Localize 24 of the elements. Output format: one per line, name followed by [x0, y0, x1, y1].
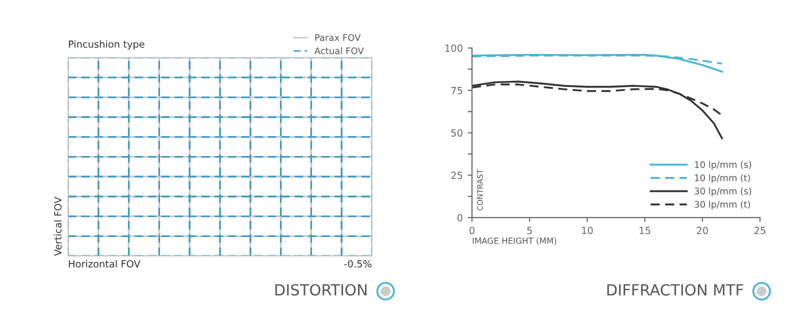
text: Pincushion type: [68, 40, 144, 50]
y-tick-label: 25: [451, 172, 462, 180]
y-tick-label: 75: [451, 87, 462, 94]
text: DIFFRACTION MTF: [607, 284, 744, 296]
x-axis-title: IMAGE HEIGHT (MM): [472, 237, 556, 245]
y-tick-label: 0: [457, 214, 462, 222]
legend-label: Parax FOV: [315, 34, 361, 41]
legend-label: 10 lp/mm (t): [695, 174, 750, 183]
text: -0.5%: [344, 260, 372, 268]
legend-label: Actual FOV: [314, 47, 364, 54]
legend-label: 30 lp/mm (t): [694, 200, 750, 210]
x-tick-label: 25: [754, 226, 766, 234]
x-tick-label: 20: [696, 226, 708, 234]
y-tick-label: 50: [451, 129, 462, 137]
x-tick-label: 15: [640, 226, 650, 234]
legend-label: 10 lp/mm (s): [695, 160, 752, 170]
x-tick-label: 5: [527, 226, 532, 234]
x-tick-label: 0: [470, 226, 474, 234]
text: Horizontal FOV: [68, 260, 140, 268]
x-tick-label: 10: [582, 226, 593, 234]
text: Vertical FOV: [54, 196, 62, 256]
legend-label: 30 lp/mm (s): [694, 187, 752, 196]
y-tick-label: 100: [445, 44, 462, 52]
text: DISTORTION: [275, 284, 366, 296]
